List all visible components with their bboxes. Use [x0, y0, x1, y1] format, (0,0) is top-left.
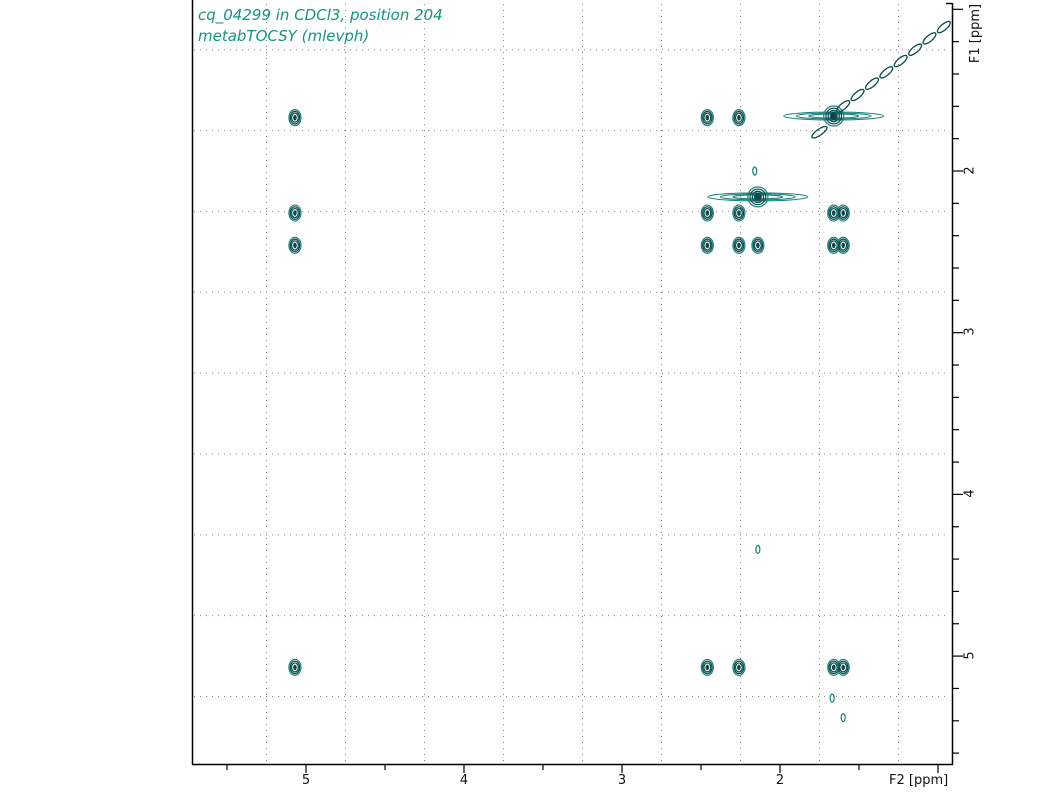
contour-peak — [732, 658, 746, 677]
contour-peak — [700, 204, 714, 222]
weak-peak — [752, 166, 758, 176]
contour-peak — [700, 236, 714, 254]
y-tick-label-5: 5 — [962, 651, 978, 660]
weak-peak — [755, 544, 761, 554]
contour-peak — [288, 658, 302, 677]
contour-peak — [751, 236, 765, 254]
contour-peak — [700, 658, 714, 677]
x-tick-label-4: 4 — [459, 773, 469, 788]
grid-lines — [194, 4, 950, 762]
x-axis-label: F2 [ppm] — [889, 773, 949, 788]
contour-peak — [823, 105, 845, 127]
diagonal-peaks — [811, 20, 951, 139]
contour-peak — [288, 236, 302, 254]
contour-peak — [827, 204, 841, 222]
contour-peak — [827, 658, 841, 677]
contour-peak — [732, 204, 746, 222]
contour-peak — [836, 236, 850, 254]
contour-peaks — [288, 20, 951, 723]
y-axis-ticks — [953, 8, 963, 754]
x-tick-label-5: 5 — [301, 773, 311, 788]
contour-peak — [700, 109, 714, 127]
weak-peak — [829, 693, 835, 703]
plot-frame — [191, 0, 954, 766]
contour-peak — [836, 204, 850, 222]
weak-peak — [840, 712, 846, 723]
contour-peak — [288, 109, 302, 127]
y-axis-label: F1 [ppm] — [968, 3, 984, 64]
experiment-name: metabTOCSY (mlevph) — [198, 27, 370, 45]
y-tick-label-4: 4 — [962, 489, 978, 498]
x-axis-ticks — [226, 765, 939, 773]
contour-peak — [732, 109, 746, 127]
contour-peak — [288, 204, 302, 222]
contour-peak — [827, 236, 841, 254]
spectrum-title: cq_04299 in CDCl3, position 204 — [198, 6, 443, 24]
contour-peak — [732, 236, 746, 254]
contour-peak — [747, 186, 769, 208]
x-tick-label-2: 2 — [775, 773, 785, 788]
contour-peak — [836, 658, 850, 677]
y-tick-label-3: 3 — [962, 327, 978, 336]
x-tick-label-3: 3 — [617, 773, 627, 788]
y-tick-label-2: 2 — [962, 166, 978, 175]
